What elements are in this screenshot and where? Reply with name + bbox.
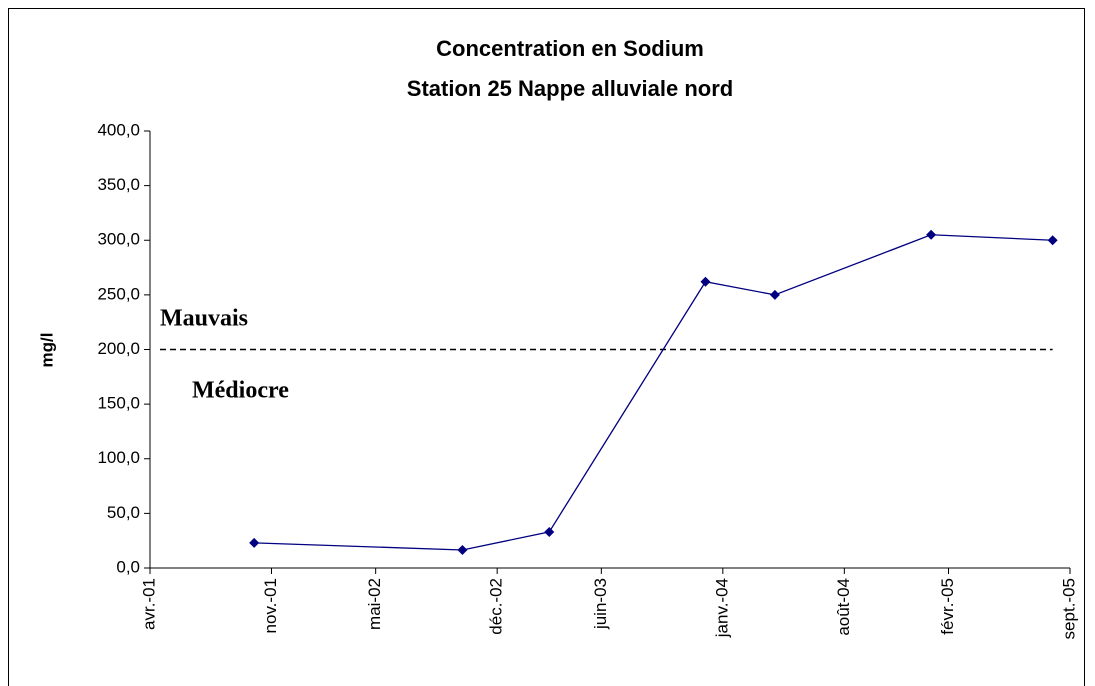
- marker: [249, 537, 260, 548]
- annotation: Mauvais: [160, 306, 248, 332]
- chart-border: [8, 8, 1085, 686]
- marker: [700, 276, 711, 287]
- x-tick-label: déc.-02: [487, 578, 506, 635]
- x-tick-label: nov.-01: [261, 578, 280, 633]
- x-tick-label: mai-02: [365, 578, 384, 630]
- marker: [457, 544, 468, 555]
- x-tick-label: sept.-05: [1059, 578, 1078, 639]
- annotation: Médiocre: [192, 378, 289, 404]
- y-tick-label: 0,0: [116, 557, 140, 576]
- y-tick-label: 400,0: [97, 120, 140, 139]
- y-tick-label: 300,0: [97, 230, 140, 249]
- chart-title: Concentration en Sodium: [436, 36, 704, 61]
- chart-subtitle: Station 25 Nappe alluviale nord: [407, 76, 733, 101]
- y-tick-label: 200,0: [97, 339, 140, 358]
- x-tick-label: févr.-05: [938, 578, 957, 635]
- y-axis-label: mg/l: [37, 333, 56, 368]
- marker: [1047, 235, 1058, 246]
- marker: [926, 229, 937, 240]
- y-tick-label: 350,0: [97, 175, 140, 194]
- marker: [769, 289, 780, 300]
- x-tick-label: juin-03: [591, 578, 610, 630]
- y-tick-label: 150,0: [97, 394, 140, 413]
- y-tick-label: 250,0: [97, 284, 140, 303]
- y-tick-label: 50,0: [107, 503, 140, 522]
- y-tick-label: 100,0: [97, 448, 140, 467]
- marker: [544, 526, 555, 537]
- x-tick-label: août-04: [834, 578, 853, 636]
- x-tick-label: avr.-01: [139, 578, 158, 630]
- x-tick-label: janv.-04: [712, 578, 731, 638]
